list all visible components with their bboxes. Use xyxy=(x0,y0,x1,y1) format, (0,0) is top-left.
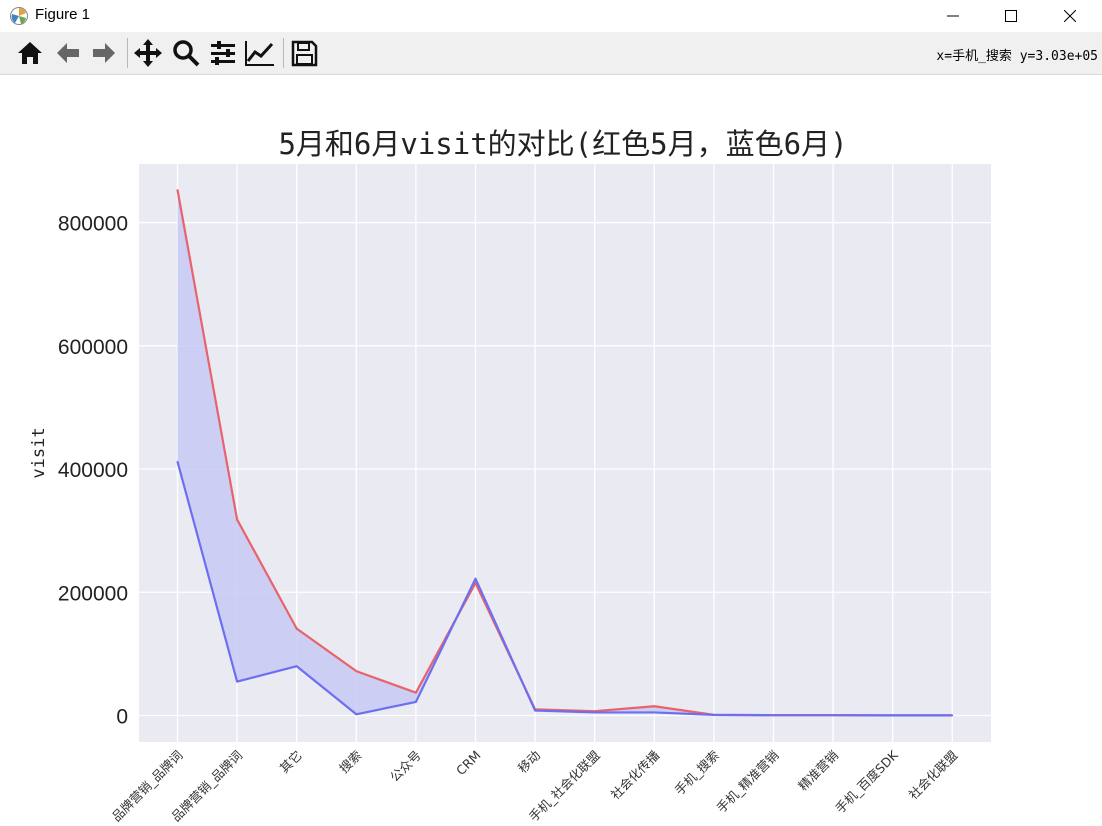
customize-button[interactable] xyxy=(243,36,277,70)
data-point xyxy=(832,714,834,716)
data-point xyxy=(295,665,298,668)
window-titlebar: Figure 1 xyxy=(0,0,1102,32)
y-tick-label: 200000 xyxy=(58,582,128,605)
close-button[interactable] xyxy=(1041,0,1099,32)
data-point xyxy=(653,705,656,708)
matplotlib-icon xyxy=(10,7,28,25)
data-point xyxy=(295,627,298,630)
data-point xyxy=(415,701,417,703)
pan-button[interactable] xyxy=(131,36,165,70)
maximize-button[interactable] xyxy=(982,0,1040,32)
data-point xyxy=(474,577,477,580)
back-arrow-icon xyxy=(57,43,79,63)
data-point xyxy=(236,680,238,683)
fill-area xyxy=(177,189,953,716)
data-point xyxy=(534,709,536,712)
save-icon xyxy=(291,40,318,67)
fill-between xyxy=(177,189,953,716)
y-tick-label: 0 xyxy=(116,706,128,729)
y-axis: 0 200000 400000 600000 800000 xyxy=(58,213,128,729)
data-point xyxy=(176,460,179,463)
chart-title: 5月和6月visit的对比(红色5月，蓝色6月) xyxy=(278,127,847,161)
navigation-toolbar: x=手机_搜索 y=3.03e+05 xyxy=(0,32,1102,75)
close-icon xyxy=(1064,10,1076,22)
data-point xyxy=(355,670,358,672)
y-tick-label: 800000 xyxy=(58,213,128,236)
cursor-coordinates: x=手机_搜索 y=3.03e+05 xyxy=(936,49,1098,64)
data-point xyxy=(474,582,477,584)
y-tick-label: 600000 xyxy=(58,336,128,359)
y-axis-label: visit xyxy=(29,427,49,478)
pan-icon xyxy=(134,39,162,67)
minimize-icon xyxy=(947,15,959,17)
maximize-icon xyxy=(1005,10,1017,22)
back-button[interactable] xyxy=(51,36,85,70)
zoom-button[interactable] xyxy=(169,36,203,70)
minimize-button[interactable] xyxy=(924,0,982,32)
series-lines xyxy=(176,189,954,717)
window-title: Figure 1 xyxy=(35,6,91,23)
data-point xyxy=(713,714,715,716)
subplots-button[interactable] xyxy=(206,36,240,70)
forward-arrow-icon xyxy=(93,43,115,63)
save-button[interactable] xyxy=(287,36,321,70)
customize-icon xyxy=(245,41,274,66)
home-icon xyxy=(18,42,42,64)
data-point xyxy=(355,713,358,716)
zoom-icon xyxy=(173,40,200,67)
data-point xyxy=(593,711,596,714)
grid xyxy=(139,164,991,742)
data-point xyxy=(653,711,656,714)
data-point xyxy=(951,714,954,717)
forward-button[interactable] xyxy=(87,36,121,70)
data-point xyxy=(891,714,894,717)
data-point xyxy=(176,189,179,191)
series-line-june xyxy=(176,461,953,717)
data-point xyxy=(415,691,417,694)
toolbar-separator xyxy=(127,38,128,68)
home-button[interactable] xyxy=(13,36,47,70)
subplots-icon xyxy=(211,41,235,65)
toolbar-separator xyxy=(283,38,284,68)
y-tick-label: 400000 xyxy=(58,459,128,482)
data-point xyxy=(236,518,238,521)
data-point xyxy=(772,714,775,716)
